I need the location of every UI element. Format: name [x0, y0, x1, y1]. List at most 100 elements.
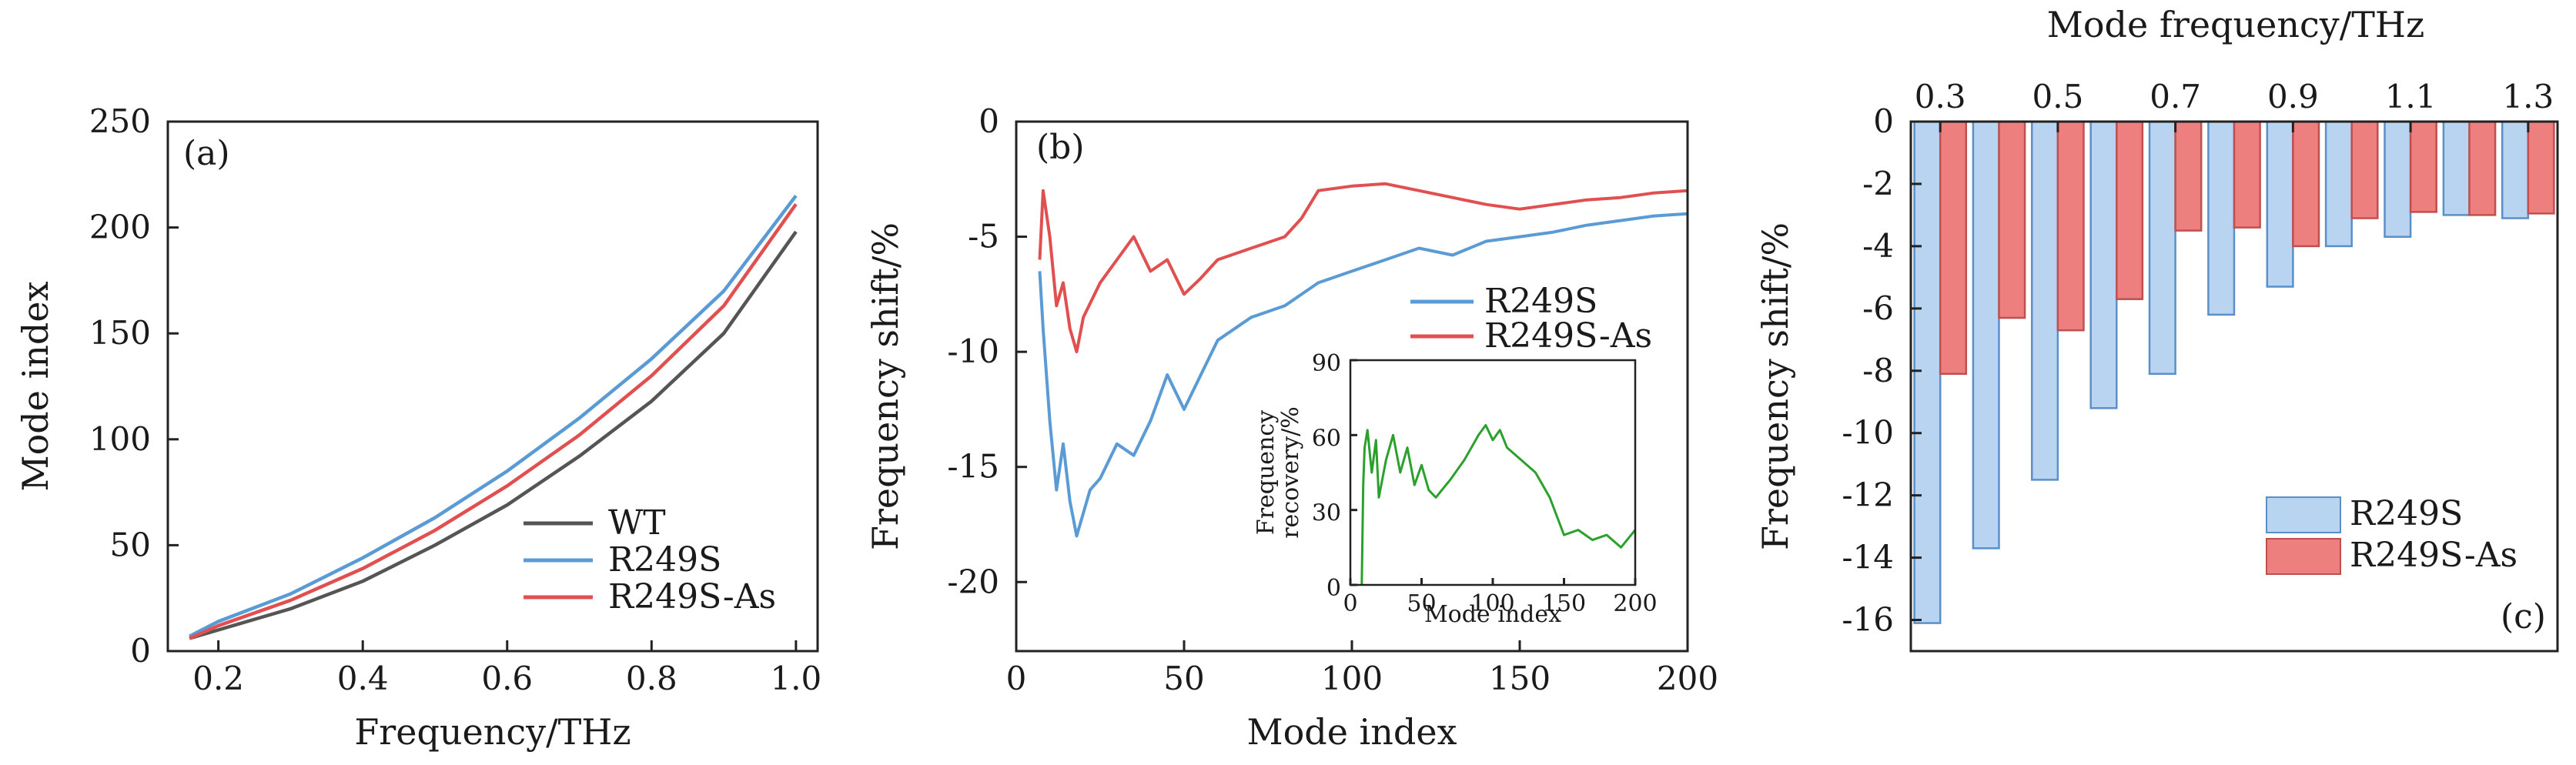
- bar-r249s-0.8: [2207, 120, 2236, 316]
- legend-label-r249s-as: R249S-As: [608, 577, 776, 616]
- panel-a-x-tick-label: 0.2: [192, 660, 244, 697]
- panel-a-legend: WT R249S R249S-As: [524, 503, 776, 616]
- legend-label-b-r249s-as: R249S-As: [1484, 316, 1652, 356]
- panel-c-x-axis-title: Mode frequency/THz: [2047, 4, 2425, 45]
- panel-a-y-tick-label: 250: [89, 102, 151, 140]
- inset-curve: [1360, 423, 1637, 586]
- panel-a-plot-frame: [166, 120, 819, 653]
- panel-c-y-tick-label: 0: [1873, 102, 1894, 140]
- legend-label-r249s: R249S: [608, 540, 721, 580]
- panel-a-line-wt: [189, 230, 798, 640]
- legend-swatch-c-r249s-as: [2266, 538, 2341, 575]
- bar-r249s-as-1.0: [2350, 120, 2379, 219]
- inset-y-axis-title-line1: Frequency: [1253, 410, 1280, 535]
- inset-axes: 0 50 100 150 200 0 30 60 90: [1312, 350, 1658, 617]
- bar-r249s-0.4: [1972, 120, 2000, 550]
- panel-b-x-tick-label: 0: [1006, 660, 1027, 697]
- panel-c-plot-frame: [1909, 120, 2559, 653]
- panel-c-label: (c): [2501, 597, 2546, 636]
- panel-c-axes: 0.3 0.5 0.7 0.9 1.1 1.3 0 -2 -4 -6 -8 -10 -12 -14 -16: [1842, 78, 2554, 639]
- panel-b-y-tick-label: -15: [947, 448, 999, 486]
- panel-b-x-tick-label: 100: [1321, 660, 1383, 697]
- panel-c-y-tick-label: -12: [1842, 476, 1894, 514]
- panel-a-x-axis-title: Frequency/THz: [354, 711, 631, 753]
- bar-r249s-0.6: [2089, 120, 2118, 409]
- panel-a-x-tick-label: 0.8: [626, 660, 677, 697]
- bar-r249s-1.2: [2442, 120, 2471, 216]
- bar-r249s-1.0: [2324, 120, 2353, 248]
- inset-y-tick-label: 0: [1326, 575, 1341, 602]
- bar-r249s-as-1.2: [2468, 120, 2497, 216]
- panel-c-x-tick-label: 0.5: [2032, 78, 2084, 115]
- inset-y-tick-label: 60: [1312, 425, 1341, 452]
- panel-b-legend: R249S R249S-As: [1410, 282, 1652, 356]
- panel-b-label: (b): [1036, 128, 1085, 167]
- panel-c-y-tick-label: -10: [1842, 414, 1894, 452]
- inset-y-tick-label: 90: [1312, 350, 1341, 377]
- panel-a-mode-index-chart: 0.2 0.4 0.6 0.8 1.0 0 50 100 150 200 250 (a) Frequ…: [15, 102, 821, 753]
- panel-b-x-tick-label: 150: [1489, 660, 1551, 697]
- bar-r249s-0.3: [1913, 120, 1942, 624]
- panel-b-line-r249s: [1038, 212, 1688, 538]
- panel-a-y-tick-label: 50: [110, 526, 151, 563]
- panel-c-x-tick-label: 1.1: [2385, 78, 2437, 115]
- bar-r249s-as-0.9: [2292, 120, 2320, 248]
- bar-r249s-as-0.4: [1998, 120, 2026, 319]
- inset-line-recovery: [1360, 423, 1637, 586]
- panel-b-line-r249s-as: [1038, 182, 1688, 354]
- panel-b-y-tick-label: 0: [979, 102, 999, 140]
- bar-r249s-1.3: [2501, 120, 2530, 219]
- panel-c-y-tick-label: -16: [1842, 601, 1894, 639]
- panel-c-x-tick-label: 1.3: [2502, 78, 2554, 115]
- bar-r249s-as-0.5: [2056, 120, 2085, 332]
- panel-c-x-tick-label: 0.9: [2267, 78, 2319, 115]
- inset-x-tick-label: 150: [1542, 590, 1586, 617]
- inset-y-axis-title-line2: recovery/%: [1277, 406, 1304, 539]
- legend-label-wt: WT: [608, 503, 666, 543]
- bar-r249s-0.9: [2266, 120, 2294, 288]
- panel-b-x-tick-label: 200: [1657, 660, 1718, 697]
- legend-label-b-r249s: R249S: [1484, 282, 1597, 321]
- panel-c-legend: R249S R249S-As: [2266, 494, 2517, 575]
- panel-a-axes: 0.2 0.4 0.6 0.8 1.0 0 50 100 150 200 250: [89, 102, 821, 697]
- panel-b-y-axis-title: Frequency shift/%: [865, 222, 906, 550]
- panel-a-line-r249s: [189, 194, 798, 638]
- panel-a-y-tick-label: 0: [130, 632, 151, 670]
- panel-a-curves: [189, 194, 798, 640]
- panel-a-y-tick-label: 100: [89, 420, 151, 458]
- panel-c-y-axis-title: Frequency shift/%: [1755, 222, 1796, 550]
- bar-r249s-as-0.3: [1939, 120, 1968, 376]
- panel-a-label: (a): [183, 134, 230, 173]
- panel-a-x-tick-label: 1.0: [770, 660, 821, 697]
- panel-a-y-axis-title: Mode index: [15, 281, 56, 491]
- panel-c-bar-chart: 0.3 0.5 0.7 0.9 1.1 1.30-2-4-6-8-10-12-14-16 …: [1755, 4, 2559, 653]
- inset-y-axis-title: Frequency recovery/%: [1253, 406, 1304, 539]
- panel-c-x-tick-label: 0.3: [1915, 78, 1966, 115]
- panel-c-bars: [1913, 120, 2555, 624]
- panel-b-y-tick-label: -20: [947, 563, 999, 600]
- panel-c-y-tick-label: -4: [1862, 227, 1894, 265]
- bar-r249s-as-1.3: [2527, 120, 2555, 215]
- panel-b-y-tick-label: -10: [947, 332, 999, 370]
- bar-r249s-1.1: [2384, 120, 2412, 238]
- panel-c-y-tick-label: -8: [1862, 352, 1894, 389]
- inset-x-tick-label: 0: [1343, 590, 1357, 617]
- panel-c-y-tick-label: -14: [1842, 539, 1894, 576]
- bar-r249s-0.7: [2148, 120, 2176, 376]
- inset-x-tick-label: 200: [1613, 590, 1657, 617]
- panel-a-y-tick-label: 150: [89, 314, 151, 352]
- inset-x-tick-label: 50: [1407, 590, 1436, 617]
- legend-swatch-c-r249s: [2266, 496, 2341, 533]
- panel-b-x-tick-label: 50: [1163, 660, 1204, 697]
- panel-c-y-tick-label: -2: [1862, 165, 1894, 202]
- panel-c-x-tick-label: 0.7: [2149, 78, 2201, 115]
- inset-x-tick-label: 100: [1470, 590, 1514, 617]
- inset-y-tick-label: 30: [1312, 500, 1341, 527]
- panel-a-line-r249s-as: [189, 202, 798, 640]
- panel-b-axes: 0 50 100 150 200 0 -5 -10 -15 -20: [947, 102, 1718, 697]
- panel-c-y-tick-label: -6: [1862, 289, 1894, 327]
- panel-b-x-axis-title: Mode index: [1246, 711, 1457, 753]
- bar-r249s-0.5: [2031, 120, 2059, 481]
- panel-b-inset: 0 50 100 150 200 0 30 60 90 Mode index Frequency…: [1253, 350, 1658, 628]
- bar-r249s-as-1.1: [2409, 120, 2437, 213]
